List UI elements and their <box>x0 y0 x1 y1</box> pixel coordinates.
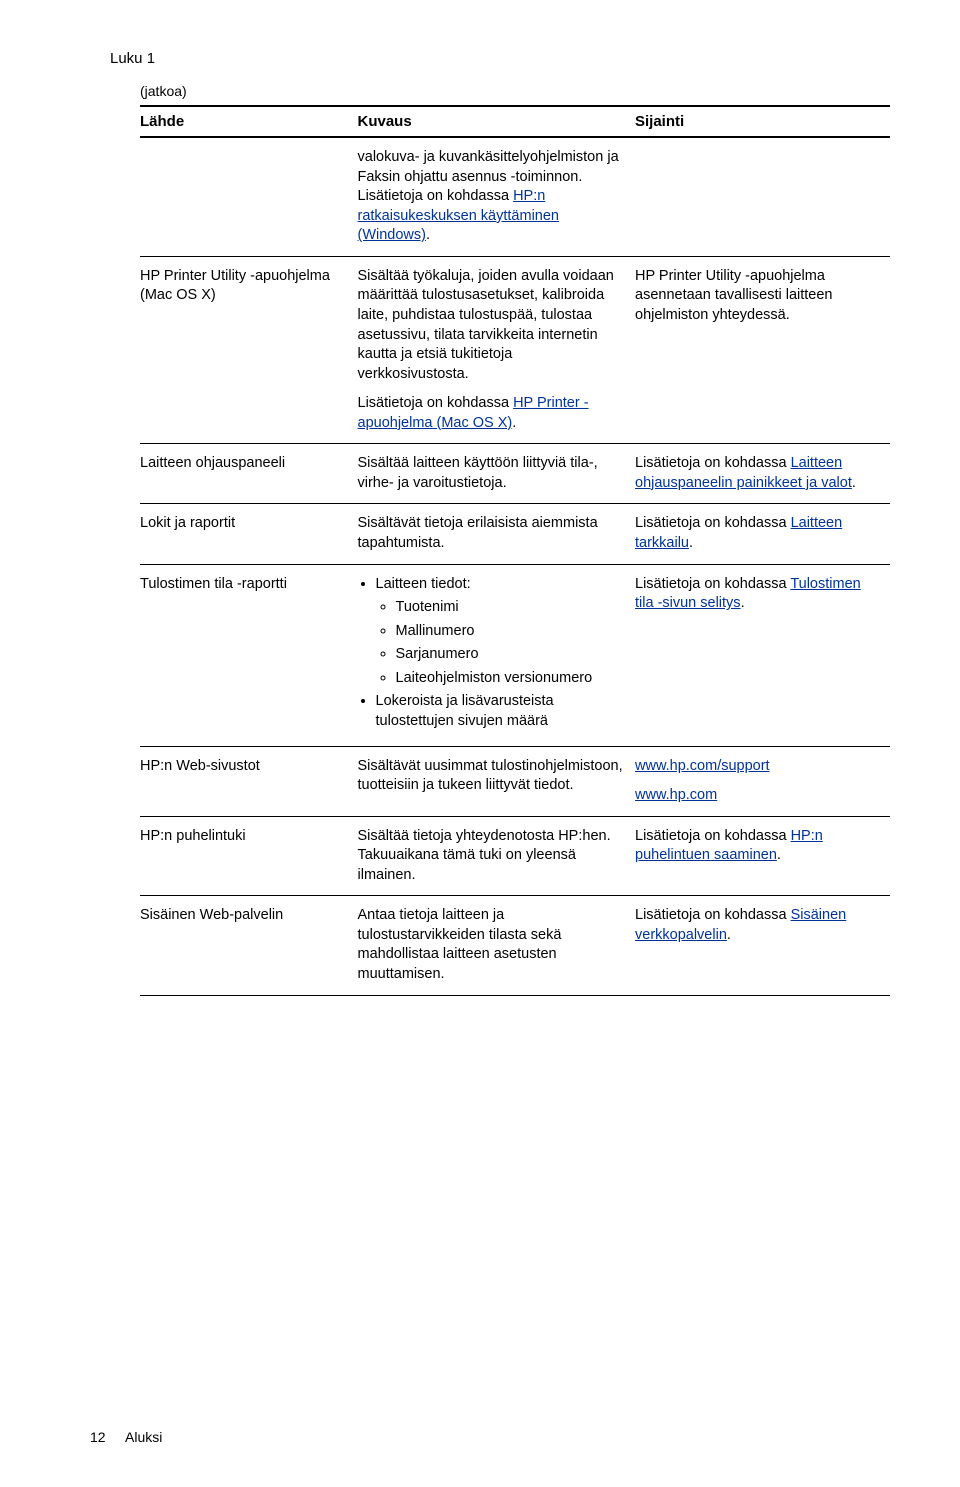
list-item: Sarjanumero <box>396 645 626 665</box>
list-item: Tuotenimi <box>396 598 626 618</box>
desc-text: Sisältää tietoja yhteydenotosta HP:hen. … <box>358 816 636 896</box>
desc-text: Lisätietoja on kohdassa HP Printer -apuo… <box>358 394 626 433</box>
text: Lisätietoja on kohdassa <box>635 576 790 592</box>
text: Lisätietoja on kohdassa <box>358 395 514 411</box>
col-location: Sijainti <box>635 106 890 137</box>
desc-text: Antaa tietoja laitteen ja tulostustarvik… <box>358 896 636 995</box>
table-row: Tulostimen tila -raportti Laitteen tiedo… <box>140 564 890 746</box>
chapter-label: Luku 1 <box>110 50 890 67</box>
desc-text: Sisältää työkaluja, joiden avulla voidaa… <box>358 267 626 384</box>
source-label: HP Printer Utility -apuohjelma (Mac OS X… <box>140 256 358 444</box>
table-row: Lokit ja raportit Sisältävät tietoja eri… <box>140 504 890 564</box>
text: . <box>777 847 781 863</box>
link-hp-com[interactable]: www.hp.com <box>635 787 717 803</box>
source-label: Tulostimen tila -raportti <box>140 564 358 746</box>
list-item: Lokeroista ja lisävarusteista tulostettu… <box>376 692 626 731</box>
page-number: 12 <box>90 1429 106 1445</box>
source-label: HP:n Web-sivustot <box>140 746 358 816</box>
text: Laitteen tiedot: <box>376 576 471 592</box>
location-text: Lisätietoja on kohdassa Laitteen tarkkai… <box>635 504 890 564</box>
location-text: HP Printer Utility -apuohjelma asennetaa… <box>635 256 890 444</box>
text: Lisätietoja on kohdassa <box>635 515 791 531</box>
source-label: Sisäinen Web-palvelin <box>140 896 358 995</box>
text: Lisätietoja on kohdassa <box>635 455 791 471</box>
text: . <box>727 927 731 943</box>
col-source: Lähde <box>140 106 358 137</box>
text: . <box>852 475 856 491</box>
table-row: Sisäinen Web-palvelin Antaa tietoja lait… <box>140 896 890 995</box>
resource-table: Lähde Kuvaus Sijainti valokuva- ja kuvan… <box>140 105 890 996</box>
list-item: Laiteohjelmiston versionumero <box>396 669 626 689</box>
source-label: HP:n puhelintuki <box>140 816 358 896</box>
link-hp-support[interactable]: www.hp.com/support <box>635 758 770 774</box>
table-row: HP Printer Utility -apuohjelma (Mac OS X… <box>140 256 890 444</box>
section-title: Aluksi <box>125 1429 162 1445</box>
device-info-list: Laitteen tiedot: Tuotenimi Mallinumero S… <box>358 575 626 732</box>
location-text: Lisätietoja on kohdassa HP:n puhelintuen… <box>635 816 890 896</box>
location-text: Lisätietoja on kohdassa Laitteen ohjausp… <box>635 444 890 504</box>
text: . <box>426 227 430 243</box>
page-footer: 12 Aluksi <box>90 1429 162 1445</box>
desc-text: valokuva- ja kuvankäsittelyohjelmiston j… <box>358 148 626 246</box>
text: Lisätietoja on kohdassa <box>635 907 791 923</box>
text: valokuva- ja kuvankäsittelyohjelmiston j… <box>358 149 619 204</box>
desc-text: Sisältää laitteen käyttöön liittyviä til… <box>358 444 636 504</box>
location-text: Lisätietoja on kohdassa Sisäinen verkkop… <box>635 896 890 995</box>
col-description: Kuvaus <box>358 106 636 137</box>
text: Lisätietoja on kohdassa <box>635 828 791 844</box>
continued-label: (jatkoa) <box>110 83 890 99</box>
text: . <box>741 595 745 611</box>
source-label: Lokit ja raportit <box>140 504 358 564</box>
table-row: HP:n Web-sivustot Sisältävät uusimmat tu… <box>140 746 890 816</box>
desc-text: Sisältävät uusimmat tulostinohjelmistoon… <box>358 746 636 816</box>
desc-text: Sisältävät tietoja erilaisista aiemmista… <box>358 504 636 564</box>
text: . <box>689 535 693 551</box>
table-row: HP:n puhelintuki Sisältää tietoja yhteyd… <box>140 816 890 896</box>
text: . <box>512 415 516 431</box>
source-label: Laitteen ohjauspaneeli <box>140 444 358 504</box>
table-row: valokuva- ja kuvankäsittelyohjelmiston j… <box>140 137 890 256</box>
location-text: Lisätietoja on kohdassa Tulostimen tila … <box>635 564 890 746</box>
list-item: Laitteen tiedot: Tuotenimi Mallinumero S… <box>376 575 626 689</box>
list-item: Mallinumero <box>396 622 626 642</box>
table-row: Laitteen ohjauspaneeli Sisältää laitteen… <box>140 444 890 504</box>
